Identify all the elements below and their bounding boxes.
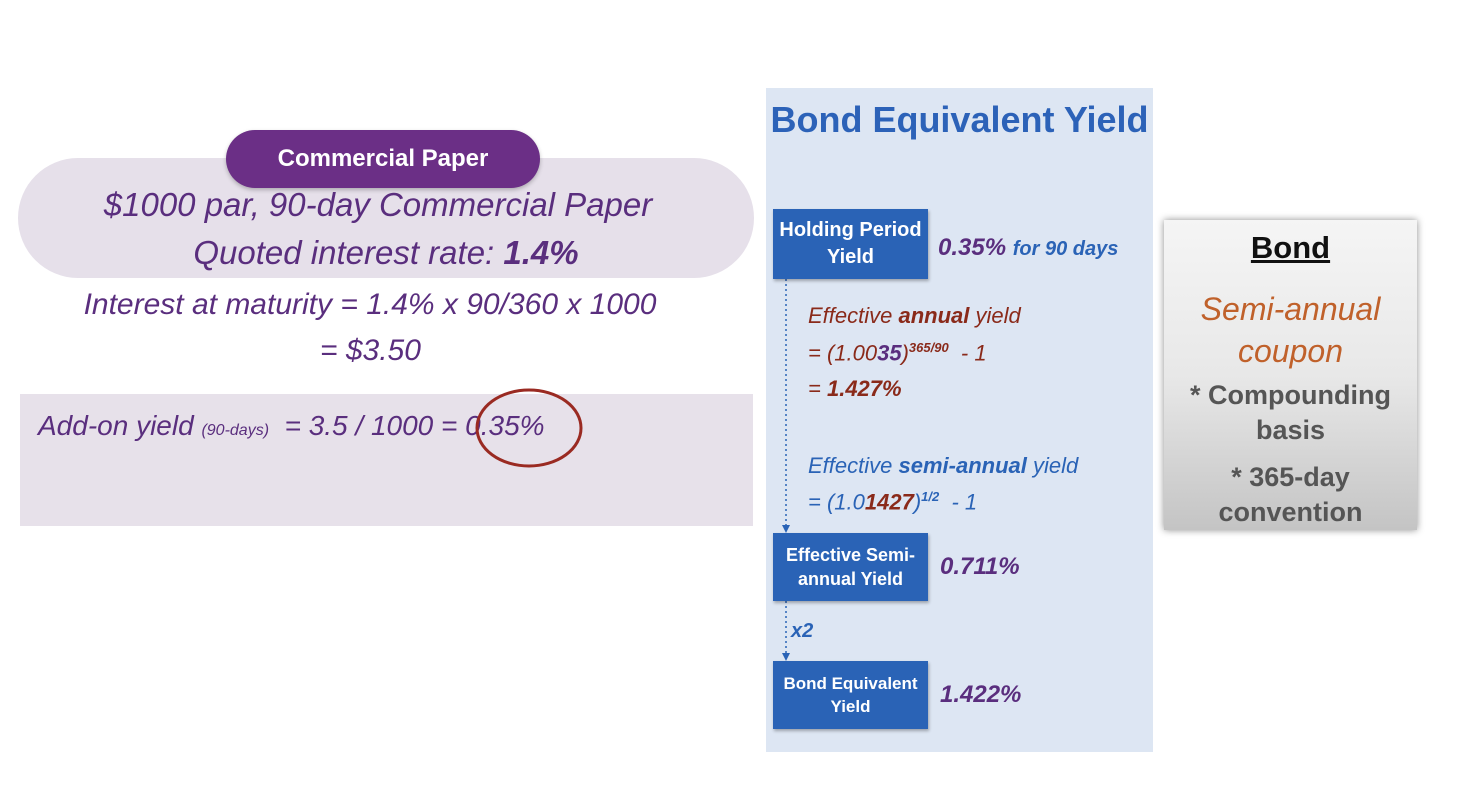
quoted-rate-value: 1.4%: [503, 234, 579, 271]
add-on-yield-panel: [20, 394, 753, 526]
arrow-head-bey: [782, 653, 790, 661]
eay-label-pre: Effective: [808, 303, 899, 328]
add-on-yield-period: (90-days): [201, 422, 270, 439]
hpy-period: for 90 days: [1012, 238, 1119, 260]
effective-semiannual-label: Effective semi-annual yield: [808, 453, 1078, 479]
eay-formula-bold: 35: [877, 340, 902, 366]
arrow-head-esy: [782, 525, 790, 533]
holding-period-yield-box: Holding Period Yield: [773, 209, 928, 279]
quoted-rate-label: Quoted interest rate:: [193, 234, 504, 271]
esay-label-post: yield: [1026, 453, 1079, 478]
multiplier-label: x2: [791, 620, 814, 642]
effective-annual-result: = 1.427%: [808, 376, 902, 402]
effective-annual-formula: = (1.0035)365/90 - 1: [808, 340, 987, 366]
interest-formula: Interest at maturity = 1.4% x 90/360 x 1…: [83, 288, 657, 321]
bey-value: 1.422%: [940, 681, 1022, 708]
eay-formula-tail: - 1: [948, 340, 987, 366]
par-description: $1000 par, 90-day Commercial Paper: [103, 186, 653, 223]
add-on-yield-label: Add-on yield: [38, 410, 202, 441]
effective-semiannual-formula: = (1.01427)1/2 - 1: [808, 489, 977, 515]
bond-convention: * 365-day convention: [1218, 462, 1363, 527]
interest-result: = $3.50: [320, 334, 421, 367]
hpy-value: 0.35%: [938, 234, 1007, 261]
commercial-paper-label: Commercial Paper: [226, 130, 540, 188]
effective-annual-label: Effective annual yield: [808, 303, 1021, 329]
effective-semiannual-yield-box: Effective Semi-annual Yield: [773, 533, 928, 601]
esay-formula-post: ): [913, 489, 922, 515]
eay-result-value: 1.427%: [826, 376, 902, 401]
flow-arrows: [782, 279, 790, 661]
bond-box: [1164, 220, 1417, 530]
quoted-rate: Quoted interest rate: 1.4%: [18, 234, 754, 272]
esay-label-bold: semi-annual: [898, 453, 1027, 478]
bond-title: Bond: [1250, 230, 1331, 265]
eay-formula-pre: = (1.00: [808, 340, 878, 366]
eay-formula-post: ): [901, 340, 909, 366]
bond-coupon: Semi-annual coupon: [1200, 291, 1381, 369]
eay-formula-exponent: 365/90: [908, 340, 949, 355]
hpy-value-line: 0.35% for 90 days: [938, 234, 1118, 262]
bey-panel: [766, 88, 1153, 752]
esay-formula-tail: - 1: [939, 489, 978, 515]
add-on-yield-formula: = 3.5 / 1000 =: [269, 410, 466, 441]
bond-compounding: * Compounding basis: [1190, 380, 1391, 445]
eay-label-post: yield: [969, 303, 1021, 328]
bey-title: Bond Equivalent Yield: [770, 99, 1149, 140]
esay-label-pre: Effective: [808, 453, 899, 478]
esay-formula-exponent: 1/2: [921, 489, 940, 504]
esay-formula-bold: 1427: [864, 489, 914, 515]
esy-value: 0.711%: [940, 553, 1020, 580]
esay-formula-pre: = (1.0: [808, 489, 865, 515]
eay-label-bold: annual: [898, 303, 970, 328]
eay-result-pre: =: [808, 376, 827, 401]
add-on-yield-line: Add-on yield (90-days) = 3.5 / 1000 = 0.…: [38, 410, 545, 442]
highlight-circle-icon: [475, 388, 583, 468]
bond-equivalent-yield-box: Bond Equivalent Yield: [773, 661, 928, 729]
